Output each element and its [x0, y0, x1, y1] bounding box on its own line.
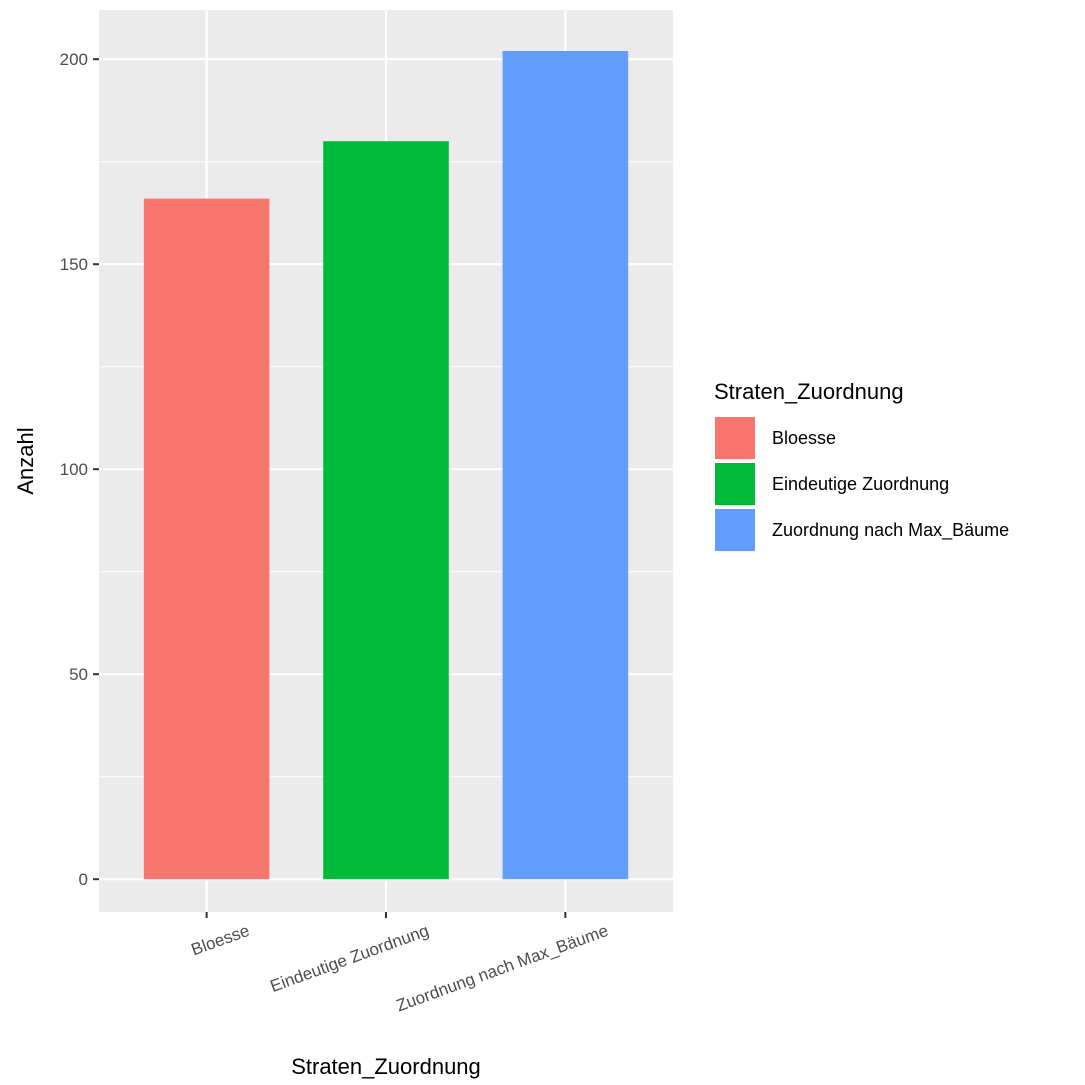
x-axis-title: Straten_Zuordnung	[291, 1054, 481, 1079]
y-tick-label: 0	[79, 870, 88, 889]
y-tick-label: 200	[60, 50, 88, 69]
x-tick-label: Eindeutige Zuordnung	[268, 921, 432, 996]
legend-label: Zuordnung nach Max_Bäume	[772, 520, 1009, 541]
legend-label: Bloesse	[772, 428, 836, 448]
legend-key	[713, 461, 757, 507]
legend: Straten_Zuordnung Bloesse Eindeutige Zuor…	[713, 379, 1009, 553]
x-tick-label: Bloesse	[189, 921, 252, 960]
legend-key	[713, 415, 757, 461]
y-tick-label: 150	[60, 255, 88, 274]
bar	[143, 198, 270, 880]
legend-label: Eindeutige Zuordnung	[772, 474, 949, 494]
y-tick-label: 50	[69, 665, 88, 684]
bars	[143, 51, 629, 880]
bar	[502, 51, 629, 880]
legend-title: Straten_Zuordnung	[714, 379, 904, 404]
bar	[323, 141, 449, 880]
y-axis-title: Anzahl	[13, 427, 38, 494]
legend-key	[713, 507, 757, 553]
y-axis: 0 50 100 150 200	[60, 50, 99, 889]
y-tick-label: 100	[60, 460, 88, 479]
